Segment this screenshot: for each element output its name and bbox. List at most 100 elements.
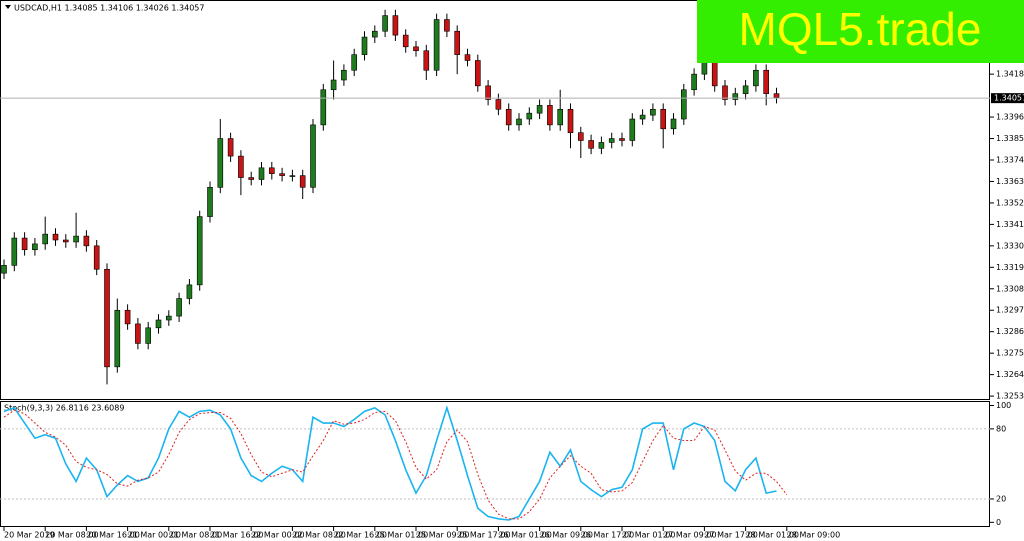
candle-body	[454, 30, 461, 55]
candle-body	[361, 36, 368, 55]
watermark-box	[697, 0, 1024, 63]
candle-body	[135, 323, 141, 344]
candle-body	[433, 19, 440, 71]
candle-body	[52, 233, 59, 241]
candle-body	[753, 69, 759, 87]
y-tick-label: 1.33410	[996, 220, 1024, 229]
stoch-line	[3, 409, 788, 520]
y-tick-label: 1.32860	[996, 327, 1024, 336]
y-tick-label: 1.33520	[996, 198, 1024, 207]
candle-body	[207, 187, 213, 217]
candle-body	[619, 138, 625, 141]
candle-body	[763, 69, 770, 94]
x-tick-label: 25 Mar 17:00	[457, 531, 510, 540]
y-tick-label: 20	[996, 494, 1006, 503]
watermark: MQL5.trade	[739, 3, 982, 55]
x-tick-label: 22 Mar 00:00	[251, 531, 304, 540]
y-tick-label: 1.32970	[996, 306, 1024, 315]
candle-body	[742, 85, 749, 94]
candle-body	[567, 108, 574, 133]
candle-body	[670, 118, 677, 130]
candle-body	[423, 50, 430, 71]
candle-body	[526, 112, 533, 120]
candle-body	[21, 237, 28, 251]
candle-body	[732, 93, 739, 100]
candle-body	[330, 79, 337, 91]
candle-body	[238, 155, 244, 178]
candle-body	[371, 30, 378, 38]
candle-body	[505, 108, 512, 126]
y-tick-label: 0	[996, 518, 1001, 527]
candle-body	[258, 167, 265, 180]
candle-body	[495, 99, 502, 110]
candle-body	[629, 118, 636, 141]
x-tick-label: 27 Mar 17:00	[704, 531, 757, 540]
y-tick-label: 1.32530	[996, 392, 1024, 401]
candle-body	[557, 108, 564, 126]
candle-body	[547, 105, 553, 126]
x-tick-label: 20 Mar 2019	[4, 531, 55, 540]
candle-body	[93, 245, 100, 270]
y-tick-label: 1.33080	[996, 284, 1024, 293]
stoch-panel-frame	[0, 401, 990, 527]
last-price-label: 1.34057	[994, 94, 1024, 103]
candle-body	[320, 89, 327, 126]
candle-body	[382, 15, 388, 32]
y-tick-label: 100	[996, 401, 1011, 410]
candle-body	[650, 108, 656, 116]
candle-body	[341, 69, 347, 81]
candle-body	[217, 138, 224, 188]
y-tick-label: 1.32750	[996, 349, 1024, 358]
last-price-box	[991, 93, 1024, 104]
candle-body	[196, 216, 203, 286]
x-tick-label: 27 Mar 01:00	[622, 531, 675, 540]
candle-body	[680, 89, 687, 120]
candle-body	[402, 34, 409, 48]
candle-body	[588, 140, 594, 149]
y-tick-label: 1.33300	[996, 241, 1024, 250]
candle-body	[608, 138, 615, 143]
candle-body	[351, 54, 358, 71]
candle-body	[773, 93, 780, 98]
x-tick-label: 21 Mar 16:00	[210, 531, 263, 540]
candle-body	[639, 114, 646, 120]
candle-body	[289, 175, 296, 177]
x-tick-label: 22 Mar 16:00	[334, 531, 387, 540]
x-tick-label: 28 Mar 09:00	[787, 531, 840, 540]
candle-body	[62, 239, 69, 243]
candle-body	[83, 235, 90, 247]
x-tick-label: 26 Mar 01:00	[498, 531, 551, 540]
candle-body	[299, 175, 306, 188]
x-tick-label: 21 Mar 00:00	[128, 531, 181, 540]
x-tick-label: 27 Mar 09:00	[663, 531, 716, 540]
candle-body	[227, 138, 234, 157]
candle-body	[268, 167, 275, 174]
candle-body	[186, 284, 193, 299]
x-tick-label: 21 Mar 08:00	[169, 531, 222, 540]
x-tick-label: 20 Mar 08:00	[45, 531, 98, 540]
candle-body	[660, 108, 667, 130]
candle-body	[155, 319, 162, 329]
candle-body	[1, 265, 7, 274]
indicator-title: Stoch(9,3,3) 26.8116 23.6089	[4, 404, 124, 413]
candle-body	[444, 19, 450, 32]
x-tick-label: 20 Mar 16:00	[86, 531, 139, 540]
candle-body	[516, 118, 522, 126]
menu-arrow	[5, 5, 11, 9]
x-tick-label: 25 Mar 01:00	[375, 531, 428, 540]
main-panel-frame	[0, 0, 990, 400]
x-tick-label: 28 Mar 01:00	[746, 531, 799, 540]
x-tick-label: 25 Mar 09:00	[416, 531, 469, 540]
candle-body	[11, 237, 18, 266]
candle-body	[32, 243, 38, 251]
y-tick-label: 1.34180	[996, 70, 1024, 79]
candle-body	[711, 60, 718, 87]
x-tick-label: 22 Mar 08:00	[292, 531, 345, 540]
candle-body	[248, 177, 254, 180]
stoch-line	[3, 405, 777, 521]
y-tick-label: 80	[996, 424, 1006, 433]
candle-body	[124, 309, 131, 325]
y-tick-label: 1.33850	[996, 134, 1024, 143]
candle-body	[166, 315, 172, 321]
